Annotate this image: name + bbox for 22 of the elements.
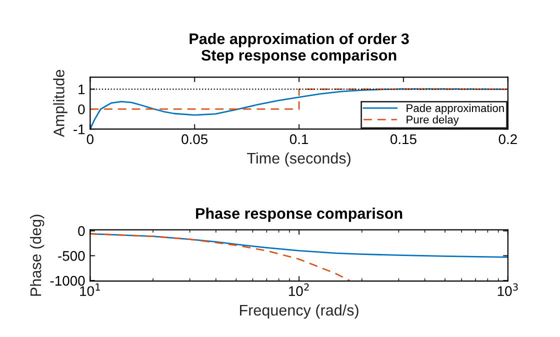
chart-title: Phase response comparison [196,208,402,222]
x-tick-label: 10$^{3}$ [498,283,518,296]
y-tick-label: 0 [78,226,85,236]
x-axis-title: Time (seconds) [247,152,350,167]
legend-label: Pure delay [406,115,459,126]
y-tick-label: -1000 [50,276,85,286]
y-tick-label: 0 [78,104,85,114]
x-tick-label: 0.15 [390,134,416,144]
y-tick-label: -1 [74,124,85,134]
x-tick-label: 0.05 [182,134,208,144]
y-tick-label: -500 [58,251,85,261]
y-axis-title: Amplitude [53,70,68,138]
x-tick-label: 0.1 [290,134,308,144]
x-tick-label: 0 [86,134,94,144]
legend-label: Pade approximation [406,104,504,114]
x-tick-label: 0.2 [498,134,517,144]
y-axis-title: Phase (deg) [30,214,44,296]
chart-title: Pade approximation of order 3 [190,32,409,48]
y-tick-label: 1 [78,84,85,94]
x-tick-label: 10$^{2}$ [288,283,309,296]
x-axis-title: Frequency (rad/s) [240,304,358,319]
chart-subtitle: Step response comparison [201,49,396,64]
